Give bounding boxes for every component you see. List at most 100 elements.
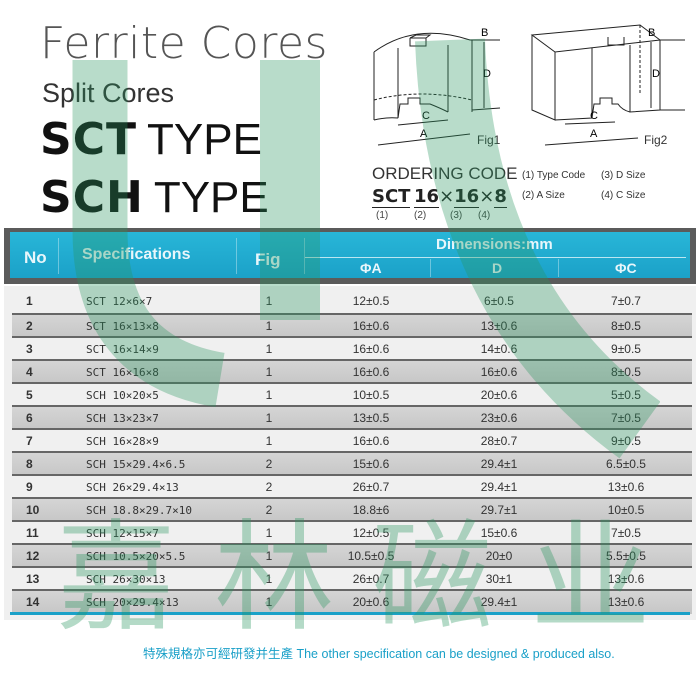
cell-spec: SCH 16×28×9 xyxy=(86,435,159,448)
cell-c: 13±0.6 xyxy=(607,595,645,609)
header-dimensions: Dimensions:mm xyxy=(436,236,553,253)
cell-no: 8 xyxy=(26,457,33,471)
table-row: 8 SCH 15×29.4×6.5 2 15±0.6 29.4±1 6.5±0.5 xyxy=(12,451,692,476)
legend-item: (3) D Size xyxy=(601,170,646,181)
header-d: D xyxy=(492,260,503,276)
label-b: B xyxy=(481,27,489,39)
cell-no: 13 xyxy=(26,572,40,586)
type-code: SCT xyxy=(40,114,137,165)
code-index: (2) xyxy=(414,210,427,221)
label-b: B xyxy=(648,27,656,39)
ordering-type: SCT xyxy=(372,186,411,208)
table-row: 11 SCH 12×15×7 1 12±0.5 15±0.6 7±0.5 xyxy=(12,520,692,545)
cell-fig: 2 xyxy=(265,480,273,494)
ordering-sizes: 16×16×8 xyxy=(414,186,507,208)
cell-a: 26±0.7 xyxy=(352,480,390,494)
label-c: C xyxy=(590,110,598,122)
cell-fig: 1 xyxy=(265,388,273,402)
code-index: (3) xyxy=(450,210,463,221)
cell-d: 14±0.6 xyxy=(480,342,518,356)
cell-c: 5.5±0.5 xyxy=(606,549,646,563)
times: × xyxy=(439,186,455,207)
cell-spec: SCT 16×13×8 xyxy=(86,320,159,333)
cell-no: 7 xyxy=(26,434,33,448)
code-index: (4) xyxy=(478,210,491,221)
cell-a: 13±0.5 xyxy=(352,411,390,425)
code-part: 16 xyxy=(414,186,440,208)
title-sct-type: SCT TYPE xyxy=(40,114,262,165)
table-bottom-rule xyxy=(10,612,690,615)
legend-item: (4) C Size xyxy=(601,190,646,201)
table-row: 9 SCH 26×29.4×13 2 26±0.7 29.4±1 13±0.6 xyxy=(12,474,692,499)
cell-spec: SCH 20×29.4×13 xyxy=(86,596,179,609)
cell-a: 26±0.7 xyxy=(352,572,390,586)
cell-no: 5 xyxy=(26,388,33,402)
cell-a: 16±0.6 xyxy=(352,319,390,333)
cell-d: 29.4±1 xyxy=(480,595,518,609)
table-row: 3 SCT 16×14×9 1 16±0.6 14±0.6 9±0.5 xyxy=(12,336,692,361)
cell-a: 12±0.5 xyxy=(352,294,390,308)
cell-fig: 1 xyxy=(265,572,273,586)
table-row: 12 SCH 10.5×20×5.5 1 10.5±0.5 20±0 5.5±0.5 xyxy=(12,543,692,568)
cell-fig: 1 xyxy=(265,549,273,563)
cell-d: 29.7±1 xyxy=(480,503,518,517)
code-part: SCT xyxy=(372,186,411,208)
cell-a: 10±0.5 xyxy=(352,388,390,402)
cell-no: 3 xyxy=(26,342,33,356)
cell-no: 1 xyxy=(26,294,33,308)
cell-spec: SCH 10×20×5 xyxy=(86,389,159,402)
cell-no: 9 xyxy=(26,480,33,494)
cell-d: 28±0.7 xyxy=(480,434,518,448)
cell-d: 16±0.6 xyxy=(480,365,518,379)
cell-d: 30±1 xyxy=(485,572,513,586)
table-row: 6 SCH 13×23×7 1 13±0.5 23±0.6 7±0.5 xyxy=(12,405,692,430)
fig1-label: Fig1 xyxy=(477,133,501,147)
table-row: 7 SCH 16×28×9 1 16±0.6 28±0.7 9±0.5 xyxy=(12,428,692,453)
title-sch-type: SCH TYPE xyxy=(40,172,269,223)
cell-fig: 2 xyxy=(265,503,273,517)
cell-no: 6 xyxy=(26,411,33,425)
table-header: No Specifications Fig Dimensions:mm ΦA D… xyxy=(4,228,696,284)
table-row: 14 SCH 20×29.4×13 1 20±0.6 29.4±1 13±0.6 xyxy=(12,589,692,614)
legend-item: (1) Type Code xyxy=(522,170,586,181)
cell-d: 23±0.6 xyxy=(480,411,518,425)
header-c: ΦC xyxy=(615,260,637,276)
fig1-diagram xyxy=(373,32,501,146)
cell-no: 11 xyxy=(26,526,39,540)
label-a: A xyxy=(590,128,598,140)
header-a: ΦA xyxy=(360,260,382,276)
cell-c: 8±0.5 xyxy=(611,319,641,333)
cell-c: 9±0.5 xyxy=(611,342,641,356)
label-d: D xyxy=(652,68,660,80)
cell-fig: 1 xyxy=(265,595,273,609)
header-spec: Specifications xyxy=(82,246,191,263)
table-row: 10 SCH 18.8×29.7×10 2 18.8±6 29.7±1 10±0.5 xyxy=(12,497,692,522)
cell-spec: SCH 18.8×29.7×10 xyxy=(86,504,192,517)
cell-spec: SCT 16×16×8 xyxy=(86,366,159,379)
fig2-label: Fig2 xyxy=(644,133,668,147)
subtitle-split-cores: Split Cores xyxy=(42,78,175,108)
type-code: SCH xyxy=(40,172,144,223)
cell-fig: 1 xyxy=(265,342,273,356)
cell-spec: SCH 12×15×7 xyxy=(86,527,159,540)
cell-c: 9±0.5 xyxy=(611,434,641,448)
cell-no: 2 xyxy=(26,319,33,333)
type-word: TYPE xyxy=(153,173,269,222)
label-a: A xyxy=(420,128,428,140)
header-fig: Fig xyxy=(255,250,281,269)
code-part: 8 xyxy=(494,186,507,208)
cell-d: 29.4±1 xyxy=(480,480,518,494)
table-row: 13 SCH 26×30×13 1 26±0.7 30±1 13±0.6 xyxy=(12,566,692,591)
table-row: 4 SCT 16×16×8 1 16±0.6 16±0.6 8±0.5 xyxy=(12,359,692,384)
cell-c: 7±0.7 xyxy=(611,294,641,308)
cell-fig: 1 xyxy=(265,526,273,540)
cell-fig: 1 xyxy=(265,434,273,448)
cell-d: 20±0 xyxy=(485,549,513,563)
label-d: D xyxy=(483,68,491,80)
cell-spec: SCH 15×29.4×6.5 xyxy=(86,458,186,471)
cell-spec: SCH 26×29.4×13 xyxy=(86,481,179,494)
cell-c: 8±0.5 xyxy=(611,365,641,379)
cell-spec: SCH 26×30×13 xyxy=(86,573,166,586)
cell-fig: 2 xyxy=(265,457,273,471)
cell-a: 12±0.5 xyxy=(352,526,390,540)
